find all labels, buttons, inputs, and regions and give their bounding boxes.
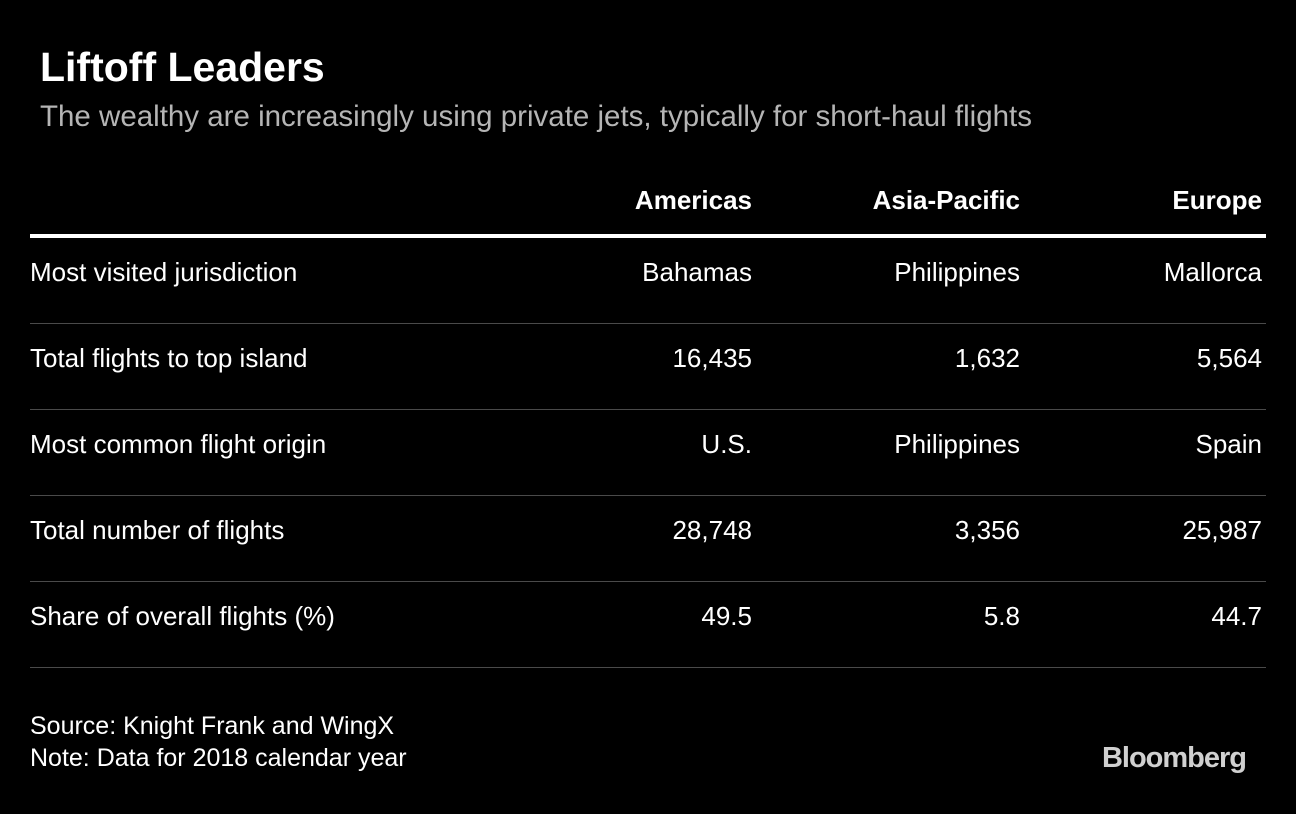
title: Liftoff Leaders [40,44,325,90]
column-header: Europe [1172,185,1262,215]
cell-value: Mallorca [1163,257,1262,287]
row-label: Total flights to top island [30,343,308,373]
cell-value: 1,632 [954,343,1020,373]
cell-value: Philippines [894,257,1020,287]
logo: Bloomberg [1101,742,1247,774]
row-separator [30,581,1266,582]
subtitle: The wealthy are increasingly using priva… [40,100,1032,133]
cell-value: Spain [1195,429,1263,459]
row-separator [30,495,1266,496]
row-label: Share of overall flights (%) [30,601,335,631]
cell-value: U.S. [701,429,752,459]
cell-value: 28,748 [672,515,752,545]
cell-value: Philippines [894,429,1020,459]
row-separator [30,409,1266,410]
column-header: Americas [634,185,752,215]
row-label: Total number of flights [30,515,285,545]
row-separator [30,667,1266,668]
row-label: Most visited jurisdiction [30,257,298,287]
row-label: Most common flight origin [30,429,327,459]
cell-value: Bahamas [642,257,752,287]
cell-value: 44.7 [1211,601,1262,631]
row-separator [30,323,1266,324]
cell-value: 25,987 [1182,515,1262,545]
source: Source: Knight Frank and WingX [30,712,395,740]
note: Note: Data for 2018 calendar year [30,744,407,772]
column-header: Asia-Pacific [872,185,1020,215]
cell-value: 5,564 [1196,343,1262,373]
cell-value: 49.5 [701,601,752,631]
cell-value: 3,356 [954,515,1020,545]
header-rule [30,234,1266,238]
cell-value: 16,435 [672,343,752,373]
cell-value: 5.8 [983,601,1020,631]
